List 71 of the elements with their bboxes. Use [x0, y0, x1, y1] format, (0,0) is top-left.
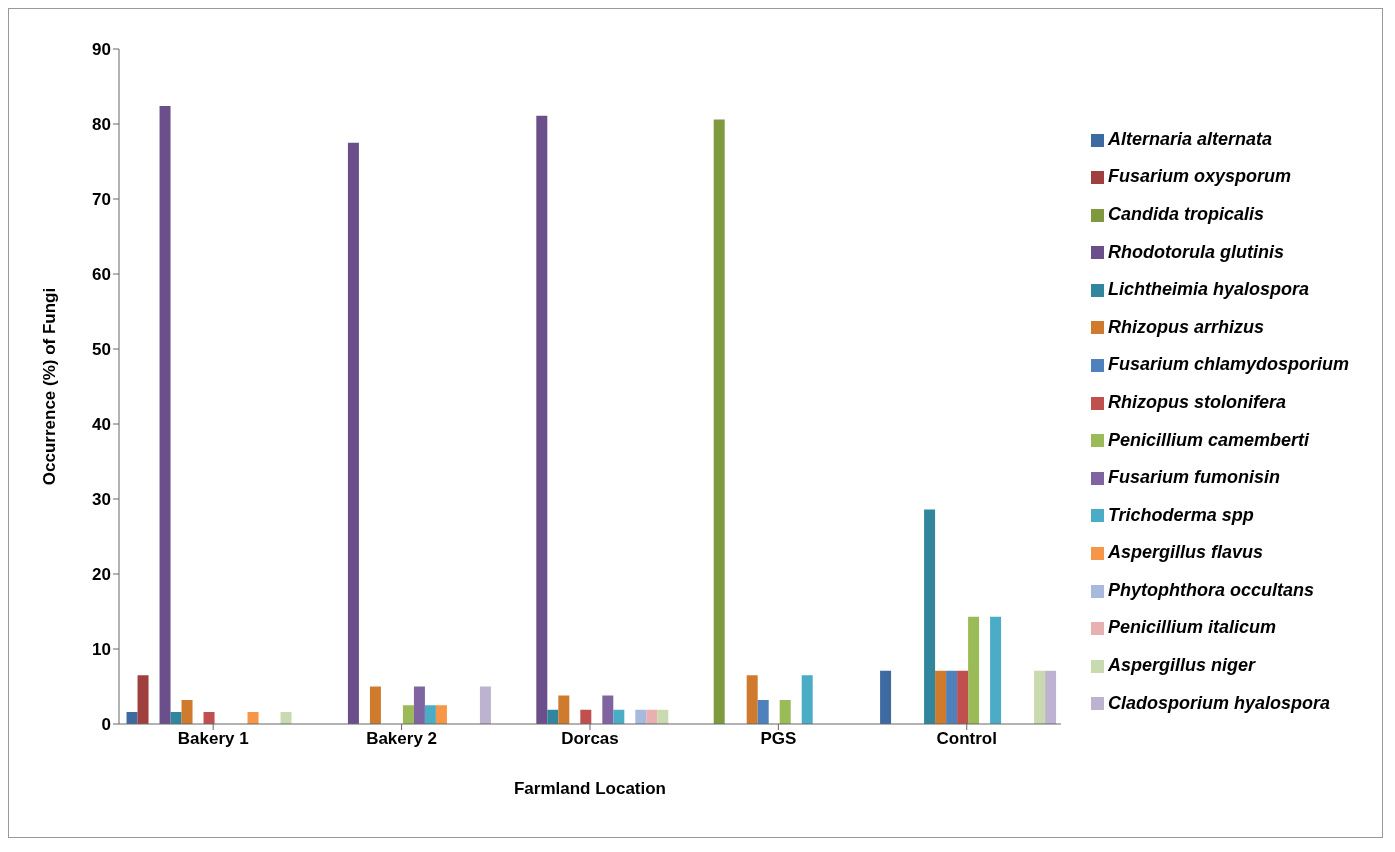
legend-label: Rhodotorula glutinis: [1107, 241, 1284, 262]
bar: [413, 686, 425, 724]
bar: [935, 670, 947, 724]
bar: [536, 115, 548, 724]
bar: [1034, 670, 1046, 724]
x-tick-label: Control: [936, 729, 997, 749]
legend-label: Fusarium chlamydosporium: [1107, 354, 1349, 375]
bar: [657, 709, 669, 724]
bar: [602, 695, 614, 724]
bar: [924, 509, 936, 724]
bar: [990, 616, 1002, 724]
x-tick-label: Dorcas: [561, 729, 619, 749]
bar: [479, 686, 491, 724]
legend-label: Fusarium fumonisin: [1107, 467, 1280, 488]
bar: [369, 686, 381, 724]
bar: [801, 675, 813, 724]
legend-label: Cladosporium hyalospora: [1107, 692, 1330, 713]
bar: [1045, 670, 1057, 724]
legend-label: Penicillium camemberti: [1107, 429, 1310, 450]
legend-label: Fusarium oxysporum: [1107, 166, 1291, 187]
legend-label: Alternaria alternata: [1107, 128, 1273, 149]
bar: [880, 670, 892, 724]
legend-label: Aspergillus niger: [1107, 655, 1255, 676]
y-tick-label: 40: [92, 415, 111, 435]
bar: [713, 119, 725, 724]
y-tick-label: 90: [92, 40, 111, 60]
bar: [746, 675, 758, 724]
legend-label: Lichtheimia hyalospora: [1107, 279, 1309, 300]
bar: [635, 709, 647, 724]
bar: [181, 700, 193, 724]
y-tick-label: 20: [92, 565, 111, 585]
bar: [613, 709, 625, 724]
bar: [170, 712, 182, 724]
legend-label: Trichoderma spp: [1107, 504, 1254, 525]
bar: [347, 142, 359, 724]
bar: [646, 709, 658, 724]
x-tick-label: Bakery 2: [366, 729, 438, 749]
bar: [159, 106, 171, 724]
legend-label: Rhizopus arrhizus: [1107, 316, 1264, 337]
bar: [968, 616, 980, 724]
y-tick-label: 60: [92, 265, 111, 285]
legend-label: Aspergillus flavus: [1107, 542, 1263, 563]
x-axis-title: Farmland Location: [513, 779, 667, 798]
bar: [779, 700, 791, 724]
x-tick-label: PGS: [760, 729, 797, 749]
y-tick-label: 50: [92, 340, 111, 360]
bar: [402, 705, 414, 724]
bar: [203, 712, 215, 724]
legend-label: Phytophthora occultans: [1107, 579, 1314, 600]
legend-label: Candida tropicalis: [1107, 203, 1264, 224]
bar: [946, 670, 958, 724]
bar: [424, 705, 436, 724]
legend-label: Rhizopus stolonifera: [1107, 391, 1286, 412]
bar: [580, 709, 592, 724]
bar: [757, 700, 769, 724]
bar: [558, 695, 570, 724]
x-tick-label: Bakery 1: [177, 729, 249, 749]
y-tick-label: 0: [101, 715, 111, 735]
y-tick-label: 80: [92, 115, 111, 135]
bar: [126, 712, 138, 724]
bar: [957, 670, 969, 724]
bar: [280, 712, 292, 724]
y-tick-label: 30: [92, 490, 111, 510]
y-axis-title: Occurrence (%) of Fungi: [40, 287, 60, 486]
bar: [247, 712, 259, 724]
y-tick-label: 70: [92, 190, 111, 210]
bar: [547, 709, 559, 724]
bar: [435, 705, 447, 724]
y-tick-label: 10: [92, 640, 111, 660]
bar: [137, 675, 149, 724]
legend-label: Penicillium italicum: [1107, 617, 1276, 638]
